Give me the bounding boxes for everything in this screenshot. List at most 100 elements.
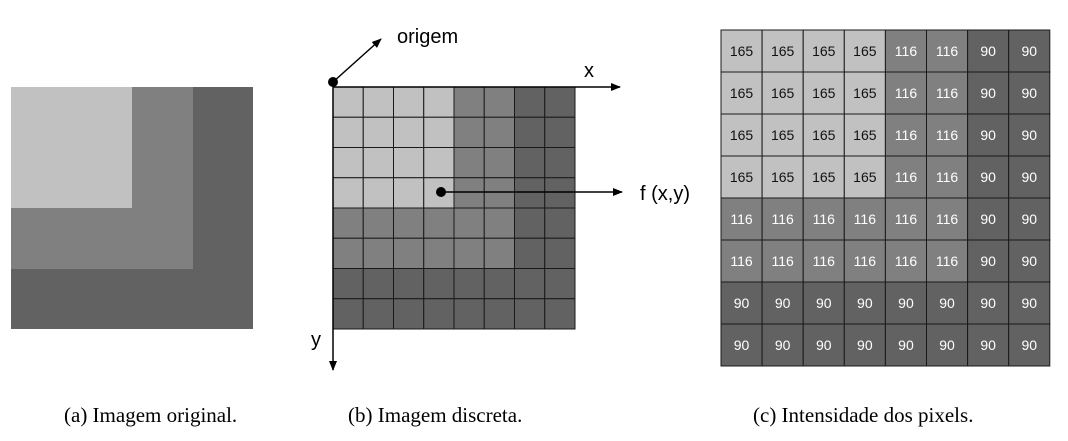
- discrete-pixel-cell: [544, 147, 576, 179]
- intensity-value: 90: [898, 337, 914, 353]
- intensity-cell: [843, 281, 886, 325]
- intensity-cell: [926, 197, 969, 241]
- intensity-cell: [926, 155, 969, 199]
- discrete-pixel-cell: [453, 237, 485, 269]
- intensity-cell: [720, 71, 763, 115]
- intensity-value: 90: [734, 337, 750, 353]
- intensity-cell: [720, 197, 763, 241]
- intensity-value: 165: [853, 127, 877, 143]
- caption-pixel-intensity: (c) Intensidade dos pixels.: [753, 403, 973, 427]
- intensity-value: 165: [771, 169, 795, 185]
- discrete-pixel-cell: [393, 86, 425, 118]
- intensity-value: 165: [812, 43, 836, 59]
- discrete-pixel-cell: [544, 268, 576, 300]
- intensity-value: 90: [1021, 337, 1037, 353]
- intensity-cell: [1008, 323, 1051, 367]
- intensity-value: 90: [980, 337, 996, 353]
- discrete-pixel-cell: [544, 237, 576, 269]
- discrete-pixel-cell: [514, 177, 546, 209]
- discrete-pixel-cell: [544, 298, 576, 330]
- discrete-pixel-cell: [362, 207, 394, 239]
- intensity-value: 165: [730, 43, 754, 59]
- discrete-pixel-cell: [514, 147, 546, 179]
- intensity-value: 90: [898, 295, 914, 311]
- intensity-value: 116: [936, 85, 959, 101]
- discrete-pixel-cell: [362, 116, 394, 148]
- region-165: [11, 87, 132, 208]
- intensity-value: 116: [936, 211, 959, 227]
- intensity-value: 116: [936, 169, 959, 185]
- intensity-value: 165: [853, 43, 877, 59]
- discrete-pixel-cell: [393, 207, 425, 239]
- intensity-cell: [843, 155, 886, 199]
- intensity-value: 90: [816, 337, 832, 353]
- intensity-cell: [720, 29, 763, 73]
- function-label: f (x,y): [640, 183, 690, 205]
- intensity-value: 116: [895, 43, 918, 59]
- intensity-value: 116: [730, 253, 753, 269]
- intensity-cell: [720, 323, 763, 367]
- intensity-cell: [1008, 155, 1051, 199]
- discrete-pixel-cell: [453, 298, 485, 330]
- intensity-value: 165: [853, 85, 877, 101]
- discrete-pixel-cell: [423, 207, 455, 239]
- discrete-pixel-cell: [453, 116, 485, 148]
- x-axis-label: x: [584, 60, 594, 82]
- discrete-pixel-cell: [453, 86, 485, 118]
- intensity-value: 90: [1021, 43, 1037, 59]
- intensity-cell: [967, 323, 1010, 367]
- discrete-pixel-cell: [453, 207, 485, 239]
- intensity-value: 165: [812, 85, 836, 101]
- intensity-value: 90: [775, 337, 791, 353]
- intensity-value: 116: [895, 211, 918, 227]
- discrete-pixel-cell: [544, 177, 576, 209]
- intensity-cell: [967, 239, 1010, 283]
- discrete-pixel-cell: [544, 207, 576, 239]
- intensity-value: 116: [936, 253, 959, 269]
- discrete-pixel-cell: [483, 147, 515, 179]
- intensity-value: 116: [895, 169, 918, 185]
- intensity-value: 116: [895, 127, 918, 143]
- intensity-cell: [802, 71, 845, 115]
- intensity-value: 116: [895, 253, 918, 269]
- intensity-cell: [802, 281, 845, 325]
- intensity-value: 90: [857, 295, 873, 311]
- origin-arrow: [332, 38, 382, 83]
- discrete-pixel-cell: [332, 177, 364, 209]
- y-axis-label: y: [311, 329, 321, 351]
- discrete-pixel-cell: [483, 298, 515, 330]
- intensity-cell: [884, 197, 928, 241]
- intensity-cell: [802, 155, 845, 199]
- pixel-intensity-grid: 165 165 165 165 116 116 90 90 165 165 165 165 116 116…: [720, 29, 1051, 367]
- discrete-pixel-cell: [393, 298, 425, 330]
- discrete-pixel-cell: [483, 86, 515, 118]
- intensity-value: 90: [734, 295, 750, 311]
- intensity-value: 165: [730, 85, 754, 101]
- caption-original-image: (a) Imagem original.: [64, 403, 237, 427]
- discrete-pixel-cell: [393, 147, 425, 179]
- intensity-value: 165: [730, 169, 754, 185]
- discrete-pixel-cell: [332, 147, 364, 179]
- intensity-value: 116: [936, 43, 959, 59]
- intensity-value: 90: [1021, 253, 1037, 269]
- intensity-cell: [843, 29, 886, 73]
- intensity-cell: [761, 113, 804, 157]
- discrete-pixel-cell: [423, 268, 455, 300]
- intensity-value: 90: [939, 337, 955, 353]
- discrete-pixel-cell: [453, 268, 485, 300]
- intensity-cell: [884, 113, 928, 157]
- intensity-value: 90: [1021, 85, 1037, 101]
- discrete-pixel-cell: [362, 237, 394, 269]
- discrete-pixel-cell: [483, 268, 515, 300]
- intensity-cell: [967, 113, 1010, 157]
- discrete-pixel-cell: [332, 86, 364, 118]
- discrete-pixel-cell: [423, 116, 455, 148]
- discrete-pixel-cell: [483, 177, 515, 209]
- caption-discrete-image: (b) Imagem discreta.: [348, 403, 522, 427]
- intensity-cell: [926, 281, 969, 325]
- intensity-value: 116: [771, 253, 794, 269]
- discrete-pixel-cell: [514, 298, 546, 330]
- discrete-pixel-cell: [423, 237, 455, 269]
- discrete-pixel-cell: [332, 298, 364, 330]
